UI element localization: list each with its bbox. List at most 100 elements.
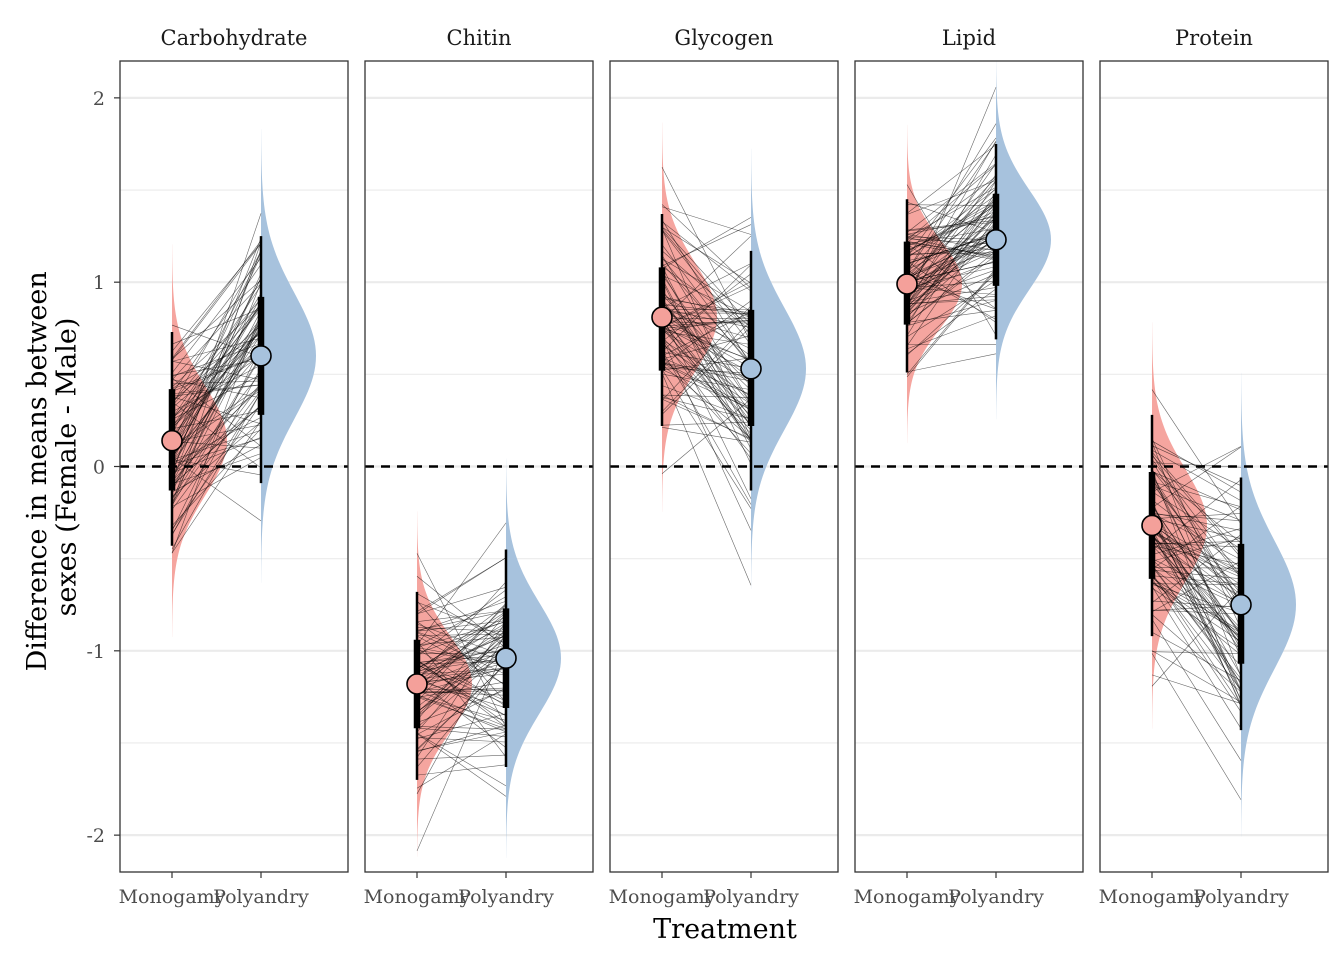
posterior-draw-line: [1151, 538, 1242, 578]
posterior-draw-line: [1151, 477, 1242, 651]
y-axis-title: Difference in means between sexes (Femal…: [22, 263, 83, 672]
facet-strip-label: Protein: [1175, 26, 1253, 50]
posterior-draw-line: [906, 197, 997, 309]
posterior-draw-line: [171, 380, 262, 385]
facet-strip-label: Lipid: [942, 26, 996, 50]
posterior-draw-line: [906, 233, 997, 252]
posterior-draw-line: [171, 324, 262, 358]
posterior-draw-line: [661, 263, 752, 365]
posterior-draw-line: [171, 279, 262, 360]
posterior-draw-line: [416, 668, 507, 684]
posterior-draw-line: [661, 394, 752, 441]
posterior-draw-line: [661, 306, 752, 350]
posterior-draw-line: [416, 667, 507, 675]
posterior-draw-line: [661, 304, 752, 391]
posterior-draw-line: [416, 610, 507, 631]
posterior-draw-line: [906, 200, 997, 280]
posterior-draw-line: [906, 238, 997, 245]
posterior-draw-line: [171, 374, 262, 420]
posterior-draw-line: [906, 254, 997, 324]
posterior-draw-line: [1151, 462, 1242, 468]
posterior-draw-line: [171, 320, 262, 447]
posterior-draw-line: [171, 429, 262, 461]
posterior-draw-line: [661, 320, 752, 412]
posterior-draw-line: [416, 654, 507, 663]
posterior-draw-line: [1151, 533, 1242, 685]
posterior-draw-line: [1151, 614, 1242, 693]
posterior-draw-line: [1151, 446, 1242, 493]
posterior-draw-line: [661, 319, 752, 443]
posterior-draw-line: [661, 330, 752, 383]
posterior-draw-line: [1151, 446, 1242, 508]
posterior-draw-line: [906, 213, 997, 314]
posterior-draw-line: [661, 362, 752, 377]
x-tick-label-monogamy: Monogamy: [609, 886, 716, 908]
posterior-draw-line: [416, 726, 507, 730]
posterior-draw-line: [416, 621, 507, 648]
y-axis-title-line-1: Difference in means between: [22, 271, 53, 671]
posterior-draw-line: [1151, 449, 1242, 502]
posterior-draw-line: [171, 354, 262, 418]
posterior-draw-line: [661, 264, 752, 353]
posterior-draw-line: [906, 142, 997, 273]
monogamy-density: [417, 511, 472, 857]
polyandry-density: [1241, 372, 1296, 837]
posterior-draw-line: [171, 457, 262, 522]
posterior-draw-line: [1151, 575, 1242, 585]
posterior-draw-line: [171, 384, 262, 395]
posterior-draw-line: [906, 268, 997, 375]
posterior-draw-line: [171, 325, 262, 403]
posterior-draw-line: [1151, 512, 1242, 560]
posterior-draw-line: [661, 322, 752, 362]
posterior-draw-line: [661, 224, 752, 267]
x-axis-title: Treatment: [653, 914, 797, 945]
posterior-draw-line: [1151, 505, 1242, 635]
posterior-draw-line: [416, 631, 507, 662]
posterior-draw-line: [171, 283, 262, 381]
y-tick-label: 2: [93, 88, 105, 110]
posterior-draw-line: [1151, 586, 1242, 729]
posterior-draw-line: [1151, 650, 1242, 703]
posterior-draw-line: [1151, 564, 1242, 683]
posterior-draw-line: [1151, 469, 1242, 579]
posterior-draw-line: [171, 241, 262, 505]
posterior-draw-line: [416, 687, 507, 694]
posterior-draw-line: [661, 361, 752, 408]
posterior-draw-line: [416, 689, 507, 727]
y-tick-label: -2: [86, 825, 105, 847]
posterior-draw-line: [661, 315, 752, 499]
posterior-draw-lines: [1151, 389, 1242, 800]
posterior-draw-line: [1151, 483, 1242, 595]
posterior-draw-line: [1151, 475, 1242, 613]
posterior-draw-lines: [906, 87, 997, 378]
posterior-draw-line: [171, 384, 262, 397]
posterior-draw-line: [416, 662, 507, 688]
posterior-draw-line: [1151, 542, 1242, 548]
posterior-draw-line: [416, 601, 507, 638]
posterior-draw-line: [661, 372, 752, 586]
posterior-draw-line: [661, 257, 752, 367]
posterior-draw-line: [416, 689, 507, 694]
posterior-draw-line: [661, 273, 752, 342]
posterior-draw-line: [1151, 512, 1242, 531]
posterior-draw-line: [1151, 481, 1242, 508]
posterior-draw-line: [171, 367, 262, 536]
posterior-draw-line: [661, 244, 752, 363]
posterior-draw-line: [1151, 532, 1242, 576]
panel-border: [1099, 60, 1329, 873]
posterior-draw-line: [1151, 535, 1242, 632]
posterior-draw-line: [416, 754, 507, 760]
posterior-draw-line: [661, 325, 752, 440]
posterior-draw-line: [171, 298, 262, 404]
posterior-draw-line: [416, 622, 507, 678]
facet-strip-label: Glycogen: [674, 26, 773, 50]
posterior-draw-line: [661, 230, 752, 345]
posterior-draw-line: [416, 631, 507, 682]
posterior-draw-line: [661, 270, 752, 428]
posterior-draw-line: [1151, 505, 1242, 637]
posterior-draw-line: [416, 610, 507, 622]
posterior-draw-line: [171, 428, 262, 527]
